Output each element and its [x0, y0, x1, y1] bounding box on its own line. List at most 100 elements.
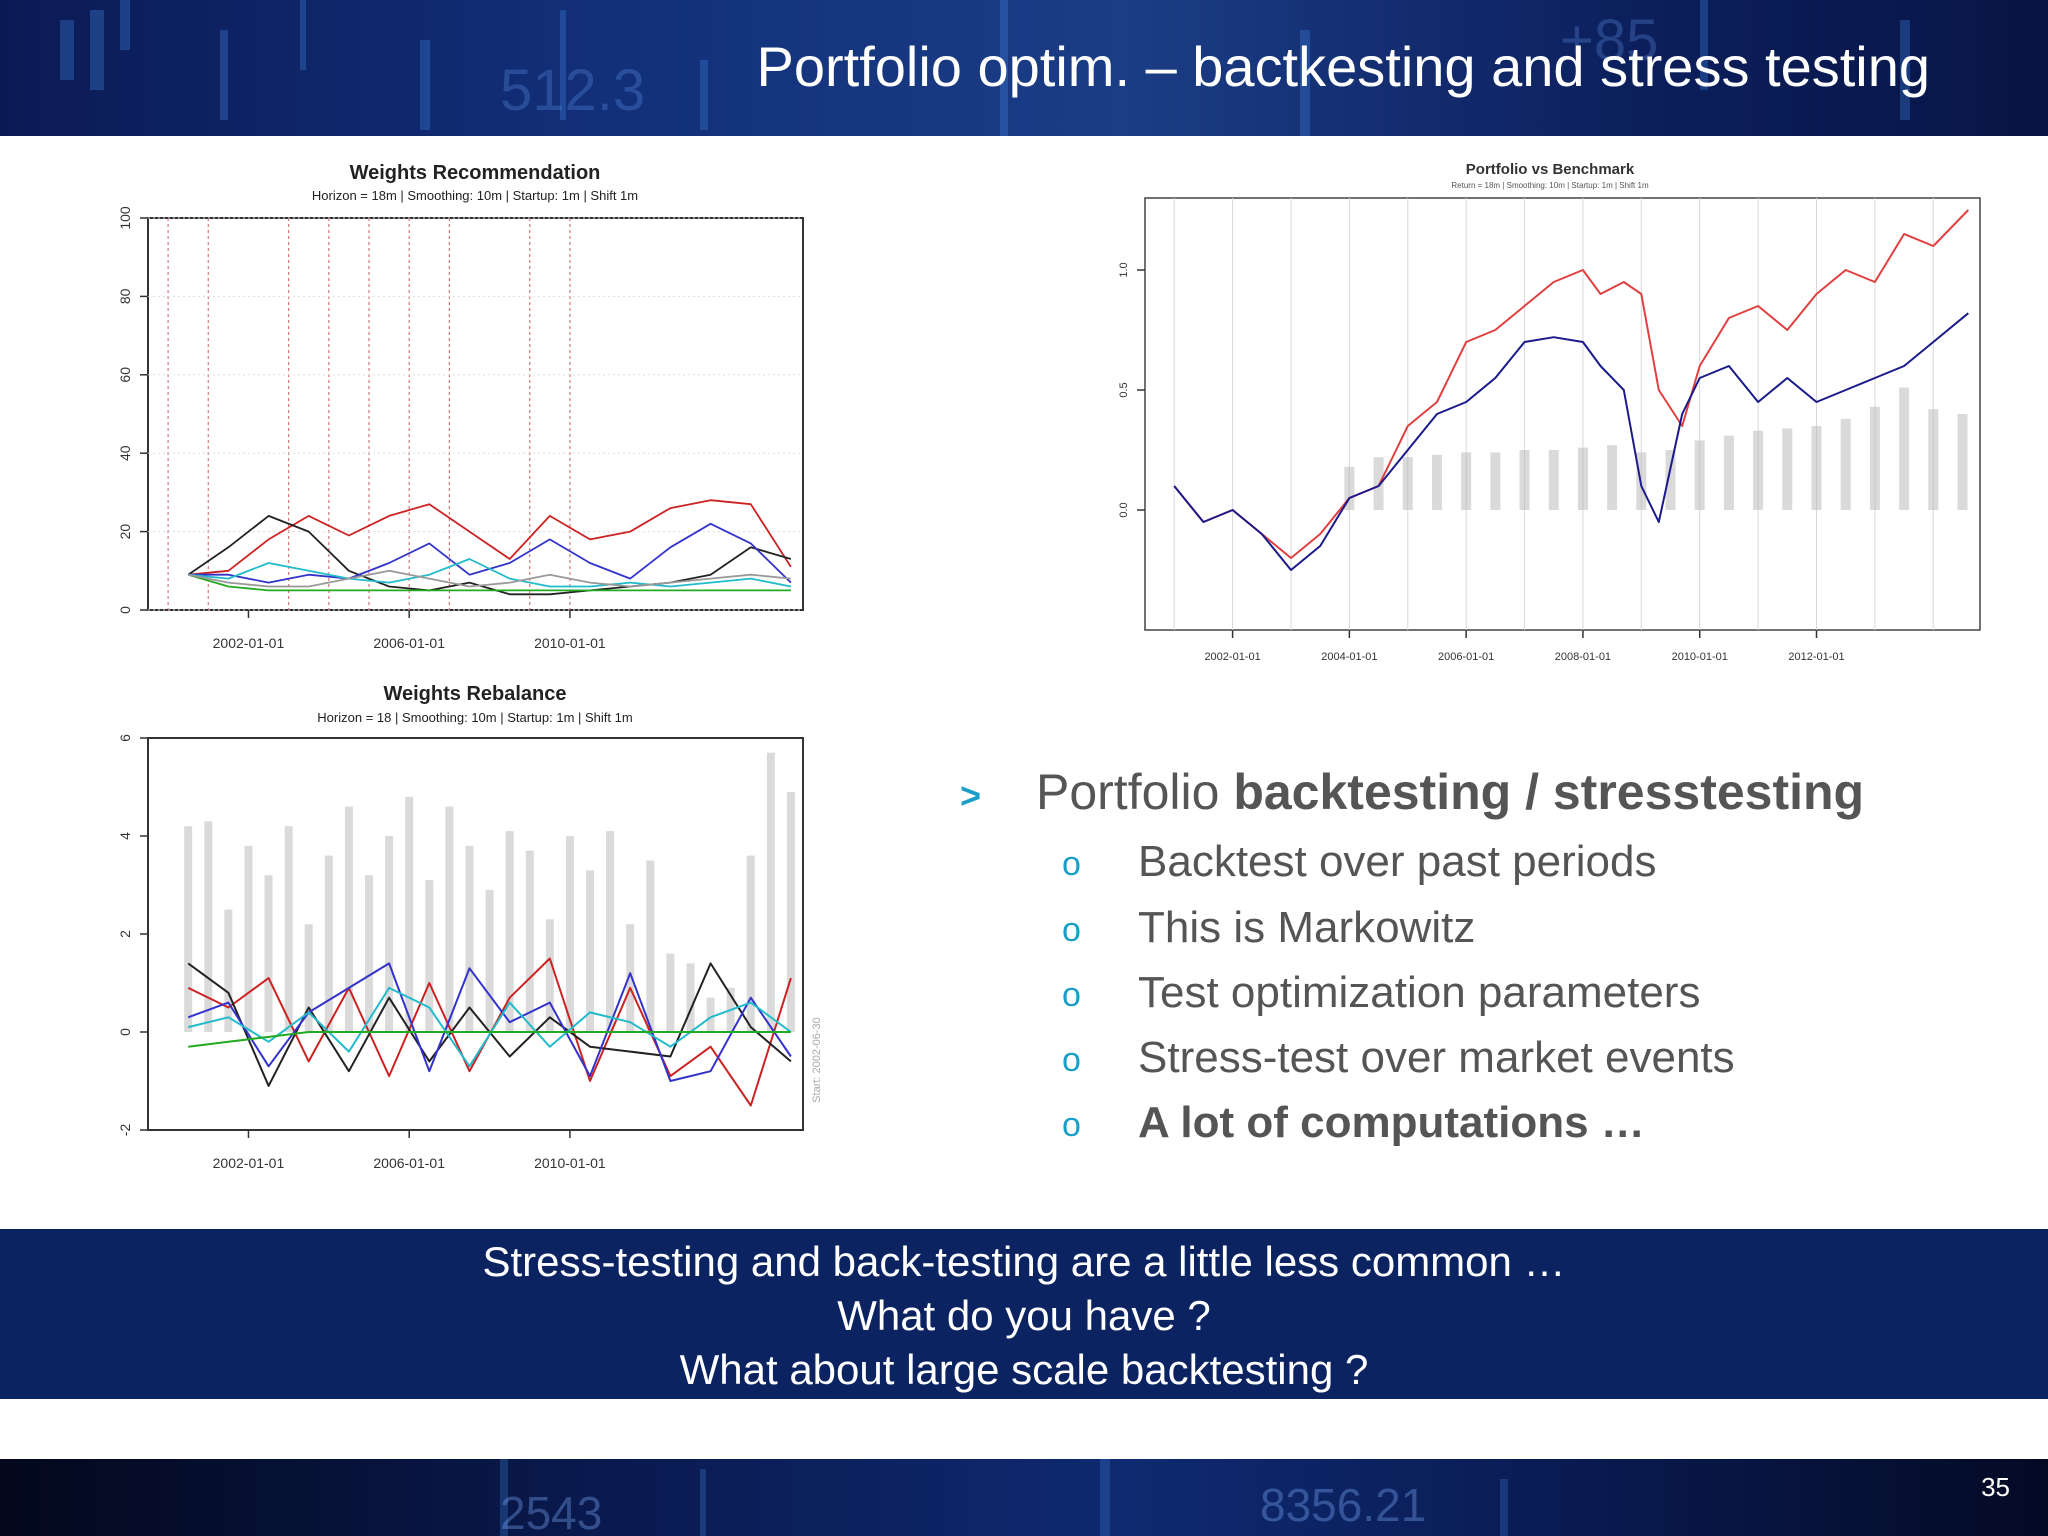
circle-bullet-icon: o — [1062, 1040, 1081, 1079]
weights-rebalance-chart: Weights Rebalance Horizon = 18 | Smoothi… — [117, 683, 823, 1171]
series-line — [1173, 312, 1969, 571]
portfolio-vs-benchmark-chart: Portfolio vs Benchmark Return = 18m | Sm… — [1118, 161, 1981, 663]
sub-bullet-text: Backtest over past periods — [1138, 837, 1657, 886]
volume-bar — [786, 791, 795, 1032]
chart-title: Portfolio vs Benchmark — [1466, 161, 1635, 178]
y-tick-label: 100 — [117, 206, 133, 230]
chart-side-label: Start: 2002-06-30 — [811, 1017, 823, 1103]
volume-bar — [565, 836, 574, 1032]
y-tick-label: 80 — [117, 288, 133, 304]
footer-strip: 2543 8356.21 — [0, 1459, 2048, 1536]
sub-bullet: o Stress-test over market events — [1062, 1033, 1735, 1083]
volume-bar — [244, 845, 253, 1032]
volume-bar — [405, 796, 414, 1032]
series-line — [188, 1031, 791, 1048]
chart-subtitle: Return = 18m | Smoothing: 10m | Startup:… — [1451, 181, 1649, 190]
sub-bullet: o This is Markowitz — [1062, 903, 1475, 953]
series-line — [187, 515, 792, 596]
x-tick-label: 2004-01-01 — [1321, 651, 1377, 663]
x-tick-label: 2006-01-01 — [373, 1155, 445, 1171]
volume-bar — [505, 831, 514, 1032]
volume-bar — [465, 845, 474, 1032]
sub-bullet: o Test optimization parameters — [1062, 968, 1700, 1018]
volume-bar — [284, 826, 293, 1032]
x-tick-label: 2010-01-01 — [534, 635, 606, 651]
header-background-art: 512.3 +85 — [60, 0, 1910, 136]
chart-subtitle: Horizon = 18m | Smoothing: 10m | Startup… — [312, 188, 638, 203]
volume-bar — [304, 924, 313, 1032]
weights-recommendation-chart: Weights Recommendation Horizon = 18m | S… — [117, 162, 804, 651]
volume-bar — [1694, 440, 1705, 510]
volume-bar — [1431, 454, 1442, 510]
sub-bullet: o A lot of computations … — [1062, 1098, 1645, 1148]
arrow-bullet-icon: > — [960, 774, 982, 816]
y-tick-label: 0 — [117, 606, 133, 614]
svg-text:8356.21: 8356.21 — [1260, 1479, 1426, 1531]
main-bullet: > Portfolio backtesting / stresstesting — [960, 763, 1864, 821]
y-tick-label: 4 — [117, 832, 133, 840]
volume-bar — [1840, 418, 1851, 510]
volume-bar — [626, 924, 635, 1032]
main-bullet-bold: backtesting / stresstesting — [1233, 764, 1865, 820]
circle-bullet-icon: o — [1062, 1105, 1081, 1144]
circle-bullet-icon: o — [1062, 910, 1081, 949]
volume-bar — [606, 831, 615, 1032]
x-tick-label: 2010-01-01 — [1672, 651, 1728, 663]
series-line — [187, 962, 792, 1082]
y-tick-label: 6 — [117, 734, 133, 742]
page-number: 35 — [1981, 1472, 2010, 1502]
volume-bar — [184, 826, 193, 1032]
chart-title: Weights Rebalance — [383, 683, 566, 705]
volume-bar — [1869, 406, 1880, 510]
x-tick-label: 2006-01-01 — [1438, 651, 1494, 663]
x-tick-label: 2002-01-01 — [1204, 651, 1260, 663]
sub-bullet-text: This is Markowitz — [1138, 903, 1476, 952]
volume-bar — [525, 850, 534, 1032]
series-line — [188, 569, 791, 588]
volume-bar — [224, 909, 233, 1032]
series-line — [188, 558, 792, 588]
callout-line-2: What do you have ? — [837, 1292, 1211, 1339]
volume-bar — [1957, 414, 1968, 510]
circle-bullet-icon: o — [1062, 844, 1081, 883]
x-tick-label: 2002-01-01 — [213, 635, 285, 651]
volume-bar — [1899, 387, 1910, 510]
y-tick-label: 0.5 — [1118, 382, 1130, 397]
volume-bar — [1490, 452, 1501, 510]
slide-header: 512.3 +85 Portfolio optim. – bactkesting … — [0, 0, 2048, 136]
sub-bullet: o Backtest over past periods — [1062, 837, 1656, 887]
y-tick-label: 0.0 — [1118, 502, 1130, 517]
series-line — [188, 499, 792, 576]
y-tick-label: 60 — [117, 367, 133, 383]
volume-bar — [1519, 450, 1530, 510]
x-tick-label: 2012-01-01 — [1788, 651, 1844, 663]
volume-bar — [545, 919, 554, 1032]
volume-bar — [264, 875, 273, 1032]
series-line — [187, 573, 791, 592]
volume-bar — [324, 855, 333, 1032]
volume-bar — [445, 806, 454, 1032]
volume-bar — [1548, 450, 1559, 510]
volume-bar — [1344, 466, 1355, 510]
volume-bar — [1373, 457, 1384, 510]
plot-frame — [1144, 197, 1981, 631]
volume-bar — [1402, 457, 1413, 510]
sub-bullet-text: Test optimization parameters — [1138, 968, 1701, 1017]
y-tick-label: 1.0 — [1118, 262, 1130, 277]
volume-bar — [365, 875, 374, 1032]
footer-background-art: 2543 8356.21 — [500, 1459, 1508, 1536]
volume-bar — [1607, 445, 1618, 510]
callout-line-1: Stress-testing and back-testing are a li… — [482, 1238, 1566, 1285]
volume-bar — [586, 870, 595, 1032]
y-tick-label: 0 — [117, 1028, 133, 1036]
svg-text:2543: 2543 — [500, 1487, 602, 1536]
volume-bar — [204, 821, 213, 1032]
callout-band: Stress-testing and back-testing are a li… — [0, 1229, 2048, 1399]
volume-bar — [1461, 452, 1472, 510]
volume-bar — [646, 860, 655, 1032]
svg-text:512.3: 512.3 — [500, 58, 645, 123]
x-tick-label: 2002-01-01 — [213, 1155, 285, 1171]
chart-subtitle: Horizon = 18 | Smoothing: 10m | Startup:… — [317, 710, 632, 725]
volume-bar — [425, 880, 434, 1032]
volume-bar — [1753, 430, 1764, 510]
